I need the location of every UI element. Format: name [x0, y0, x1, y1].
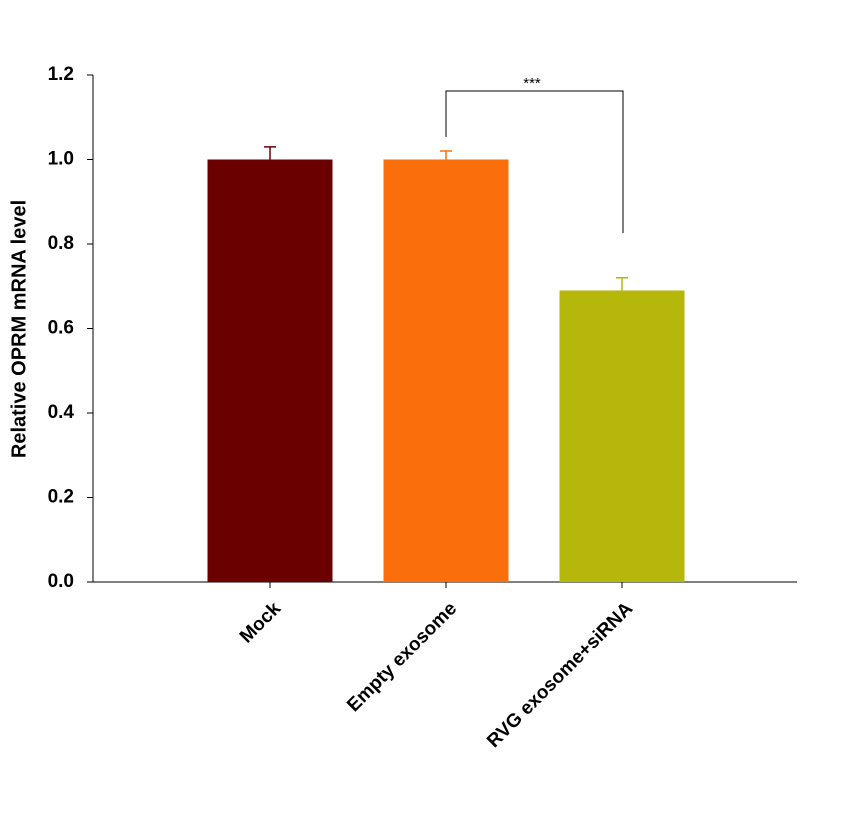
- y-tick-label: 0.2: [48, 487, 74, 508]
- y-axis-label: Relative OPRM mRNA level: [8, 200, 30, 458]
- significance-bracket: [445, 90, 624, 233]
- bar: [207, 159, 333, 582]
- y-tick-label: 1.2: [48, 64, 74, 85]
- x-tick-label: Empty exosome: [343, 598, 461, 716]
- bar: [559, 290, 685, 582]
- y-tick-label: 0.6: [48, 318, 74, 339]
- bar: [383, 159, 509, 582]
- significance-label: ***: [523, 75, 541, 92]
- y-tick-label: 0.0: [48, 571, 74, 592]
- y-tick-label: 0.4: [48, 402, 75, 423]
- x-tick-label: Mock: [236, 598, 285, 647]
- y-tick-label: 0.8: [48, 233, 74, 254]
- x-tick-label: RVG exosome+siRNA: [483, 598, 637, 752]
- error-bar: [440, 150, 452, 160]
- error-bar: [616, 277, 628, 291]
- y-tick-label: 1.0: [48, 149, 74, 170]
- error-bar: [264, 146, 276, 160]
